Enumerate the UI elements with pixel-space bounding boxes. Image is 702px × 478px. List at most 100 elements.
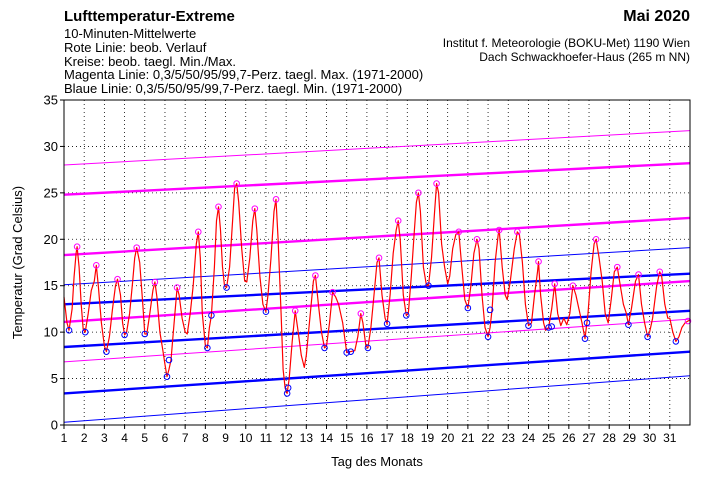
daily-max-circle [592, 235, 600, 243]
x-tick-label: 24 [522, 431, 536, 445]
daily-max-circle [291, 307, 299, 315]
institute-line-2: Dach Schwackhoefer-Haus (265 m NN) [479, 50, 690, 64]
x-tick-label: 29 [623, 431, 637, 445]
x-tick-label: 26 [562, 431, 576, 445]
daily-max-circle [151, 278, 159, 286]
y-axis-label: Temperatur (Grad Celsius) [10, 186, 25, 339]
daily-min-circle [486, 306, 494, 314]
min-percentile-line-0-3 [63, 375, 691, 423]
x-tick-label: 7 [182, 431, 189, 445]
x-tick-label: 13 [300, 431, 314, 445]
y-tick-label: 0 [51, 418, 58, 433]
x-tick-label: 23 [502, 431, 516, 445]
max-percentile-line-99-7 [63, 130, 691, 166]
y-tick-label: 30 [44, 139, 58, 154]
x-tick-label: 18 [401, 431, 415, 445]
daily-max-circle [656, 268, 664, 276]
daily-min-circle [525, 322, 532, 329]
x-tick-label: 2 [81, 431, 88, 445]
daily-max-circle [394, 217, 402, 225]
daily-min-circle [165, 356, 173, 364]
daily-min-circle [208, 312, 215, 319]
chart-title: Lufttemperatur-Extreme [64, 8, 235, 25]
x-tick-label: 12 [279, 431, 293, 445]
daily-max-circle [272, 196, 280, 203]
daily-min-circle [141, 330, 149, 338]
y-tick-label: 35 [44, 93, 58, 108]
daily-min-circle [121, 331, 128, 339]
daily-max-circle [375, 254, 383, 262]
daily-max-circle [251, 205, 259, 212]
daily-min-circle [364, 344, 372, 352]
daily-min-circle [103, 348, 110, 355]
x-tick-label: 15 [340, 431, 354, 445]
daily-min-circle [262, 308, 270, 316]
daily-max-circle [569, 282, 577, 290]
x-tick-label: 31 [663, 431, 677, 445]
daily-min-circle [581, 335, 589, 342]
x-tick-label: 14 [320, 431, 334, 445]
daily-min-circle [545, 324, 552, 331]
daily-min-circle [644, 333, 651, 341]
x-tick-label: 28 [603, 431, 617, 445]
daily-max-circle [535, 258, 542, 265]
x-tick-label: 22 [481, 431, 495, 445]
daily-max-circle [215, 203, 222, 211]
subtitle-line-4: Magenta Linie: 0,3/5/50/95/99,7-Perz. ta… [64, 67, 424, 82]
x-tick-label: 4 [121, 431, 128, 445]
x-tick-label: 30 [643, 431, 657, 445]
daily-max-circle [194, 228, 202, 236]
x-tick-label: 16 [360, 431, 374, 445]
daily-max-circle [233, 180, 240, 187]
min-percentile-line-95 [63, 272, 691, 306]
subtitle-line-2: Rote Linie: beob. Verlauf [64, 40, 207, 55]
month-label: Mai 2020 [623, 8, 690, 25]
daily-max-circle [73, 243, 81, 251]
daily-max-circle [133, 244, 140, 251]
x-tick-label: 25 [542, 431, 556, 445]
daily-max-circle [93, 261, 100, 269]
x-tick-label: 11 [260, 431, 273, 445]
daily-max-circle [614, 263, 621, 271]
daily-max-circle [173, 284, 181, 291]
subtitle-line-5: Blaue Linie: 0,3/5/50/95/99,7-Perz. taeg… [64, 81, 403, 96]
daily-min-circle [65, 326, 73, 334]
daily-max-circle [495, 226, 503, 234]
daily-max-circle [312, 272, 319, 279]
max-percentile-line-5 [63, 279, 691, 324]
y-tick-label: 25 [44, 185, 58, 200]
x-tick-label: 6 [162, 431, 169, 445]
plot-frame [63, 99, 691, 426]
daily-max-circle [329, 288, 336, 296]
daily-min-circle [425, 282, 432, 290]
subtitle-line-3: Kreise: beob. taegl. Min./Max. [64, 54, 236, 69]
y-tick-label: 20 [44, 232, 58, 247]
daily-min-circle [343, 349, 351, 356]
daily-max-circle [551, 280, 559, 288]
observed-temperature-line [63, 183, 691, 394]
x-tick-label: 17 [380, 431, 394, 445]
daily-min-circle [347, 348, 355, 355]
x-tick-label: 1 [61, 431, 68, 445]
max-percentile-line-50 [63, 216, 691, 257]
daily-max-circle [684, 317, 692, 325]
daily-max-circle [635, 271, 642, 278]
min-percentile-line-50 [63, 309, 691, 349]
x-tick-label: 10 [239, 431, 253, 445]
daily-min-circle [484, 333, 492, 341]
daily-min-circle [548, 323, 555, 330]
x-tick-label: 19 [421, 431, 435, 445]
daily-min-circle [402, 312, 410, 319]
x-tick-label: 8 [202, 431, 209, 445]
daily-max-circle [357, 310, 365, 317]
x-tick-label: 9 [222, 431, 229, 445]
min-percentile-line-5 [63, 350, 691, 395]
max-percentile-line-95 [63, 161, 691, 196]
x-tick-label: 20 [441, 431, 455, 445]
daily-min-circle [383, 320, 391, 328]
y-tick-label: 15 [44, 278, 58, 293]
institute-line-1: Institut f. Meteorologie (BOKU-Met) 1190… [442, 36, 690, 50]
x-tick-label: 5 [141, 431, 148, 445]
y-tick-label: 10 [44, 325, 58, 340]
